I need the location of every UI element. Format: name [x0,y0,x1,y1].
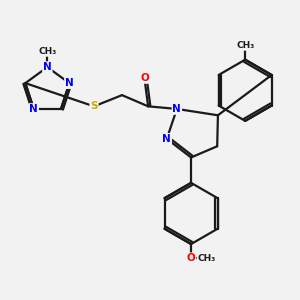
Text: N: N [29,104,38,114]
Text: N: N [43,62,52,72]
Text: N: N [172,104,181,114]
Text: CH₃: CH₃ [198,254,216,263]
Text: O: O [140,73,149,83]
Text: N: N [162,134,171,144]
Text: N: N [65,78,74,88]
Text: CH₃: CH₃ [38,47,56,56]
Text: S: S [90,101,98,111]
Text: O: O [187,253,195,263]
Text: CH₃: CH₃ [236,41,254,50]
